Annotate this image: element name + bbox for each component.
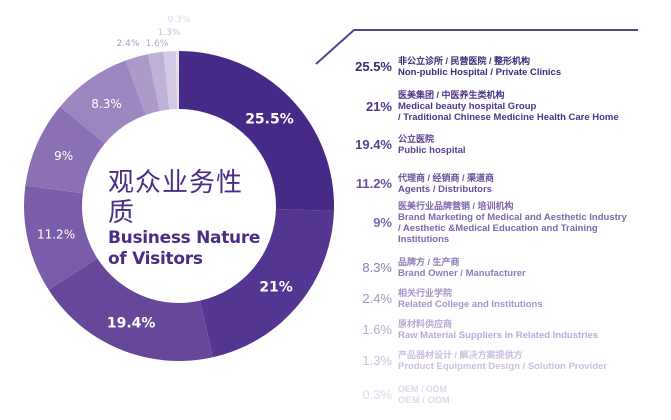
legend-item: 25.5% 非公立诊所 / 民营医院 / 整形机构 Non-public Hospi…	[346, 56, 666, 78]
legend-label-zh: 产品器材设计 / 解决方案提供方	[398, 350, 523, 360]
legend-label-en: / Traditional Chinese Medicine Health Ca…	[398, 112, 619, 123]
legend-item: 21% 医美集团 / 中医养生类机构 Medical beauty hospital…	[346, 90, 666, 123]
slice-label: 19.4%	[107, 316, 156, 332]
legend-item: 9% 医美行业品牌营销 / 培训机构 Brand Marketing of Medi…	[346, 201, 666, 245]
legend-label-en: Product Equipment Design / Solution Prov…	[398, 361, 608, 372]
legend-label-zh: 品牌方 / 生产商	[398, 257, 460, 267]
legend-percent: 0.3%	[362, 387, 392, 402]
legend-label-en: Agents / Distributors	[398, 184, 492, 195]
legend-label-en: Institutions	[398, 234, 450, 245]
title-en-line1: Business Nature	[108, 228, 261, 248]
legend-item: 19.4% 公立医院 Public hospital	[346, 134, 666, 156]
slice-label: 0.3%	[168, 15, 191, 25]
donut-chart: 25.5% 21% 19.4% 11.2% 9% 8.3% 2.4% 1.6%1.3% 0.3%	[24, 15, 335, 361]
slice-label: 21%	[259, 279, 293, 295]
legend-item: 0.3% OEM / ODM OEM / ODM	[346, 384, 666, 406]
donut-slice	[125, 54, 160, 115]
legend-label-en: Brand Marketing of Medical and Aesthetic…	[398, 212, 627, 223]
legend-item: 2.4% 相关行业学院 Related College and Institutio…	[346, 288, 666, 310]
legend-label-en: Brand Owner / Manufacturer	[398, 268, 526, 279]
donut-slice	[179, 51, 335, 211]
legend-label-en: Medical beauty hospital Group	[398, 101, 537, 112]
legend-label-zh: 医美行业品牌营销 / 培训机构	[398, 201, 514, 211]
donut-slice	[163, 51, 178, 110]
legend-label-en: / Aesthetic &Medical Education and Train…	[398, 223, 598, 234]
legend-label-en: OEM / ODM	[398, 395, 450, 406]
donut-slice	[148, 51, 170, 111]
donut-slice	[48, 258, 213, 361]
slice-label: 1.3%	[158, 28, 181, 38]
legend-percent: 2.4%	[362, 291, 392, 306]
legend-percent: 25.5%	[355, 59, 392, 74]
title-en-line2: of Visitors	[108, 249, 203, 269]
legend-percent: 21%	[365, 99, 392, 114]
donut-slice	[60, 60, 146, 144]
chart-center-title: 观众业务性质 Business Nature of Visitors	[108, 168, 268, 270]
legend-label-zh: 相关行业学院	[398, 288, 453, 298]
legend-item: 1.6% 原材料供应商 Raw Material Suppliers in Rela…	[346, 319, 666, 341]
legend-label-zh: 公立医院	[398, 134, 435, 144]
legend-label-zh: OEM / ODM	[398, 384, 447, 394]
legend-percent: 9%	[373, 215, 392, 230]
slice-label: 1.6%	[146, 39, 169, 49]
slice-label: 25.5%	[245, 111, 294, 127]
legend-percent: 8.3%	[362, 260, 392, 275]
donut-slice	[176, 51, 179, 110]
legend-item: 8.3% 品牌方 / 生产商 Brand Owner / Manufacturer	[346, 257, 666, 279]
legend-label-en: Non-public Hospital / Private Clinics	[398, 67, 562, 78]
legend-label-zh: 原材料供应商	[398, 319, 453, 329]
legend-label-en: Public hospital	[398, 145, 466, 156]
legend-label-zh: 代理商 / 经销商 / 渠道商	[398, 173, 495, 183]
legend-percent: 1.3%	[362, 353, 392, 368]
donut-slice	[200, 209, 334, 358]
donut-slice	[24, 185, 98, 290]
legend-label-zh: 非公立诊所 / 民营医院 / 整形机构	[398, 56, 531, 66]
legend-percent: 11.2%	[355, 176, 392, 191]
legend-label-zh: 医美集团 / 中医养生类机构	[398, 90, 505, 100]
legend-label-en: Related College and Institutions	[398, 299, 543, 310]
donut-slice	[25, 106, 105, 194]
legend-item: 11.2% 代理商 / 经销商 / 渠道商 Agents / Distributor…	[346, 173, 666, 195]
title-zh: 观众业务性质	[108, 168, 244, 228]
legend-percent: 19.4%	[355, 137, 392, 152]
legend-label-en: Raw Material Suppliers in Related Indust…	[398, 330, 599, 341]
slice-label: 11.2%	[37, 227, 75, 241]
legend-percent: 1.6%	[362, 322, 392, 337]
slice-label: 9%	[54, 149, 73, 163]
legend-item: 1.3% 产品器材设计 / 解决方案提供方 Product Equipment De…	[346, 350, 666, 372]
slice-label: 8.3%	[91, 97, 122, 111]
slice-label: 2.4%	[117, 39, 140, 49]
